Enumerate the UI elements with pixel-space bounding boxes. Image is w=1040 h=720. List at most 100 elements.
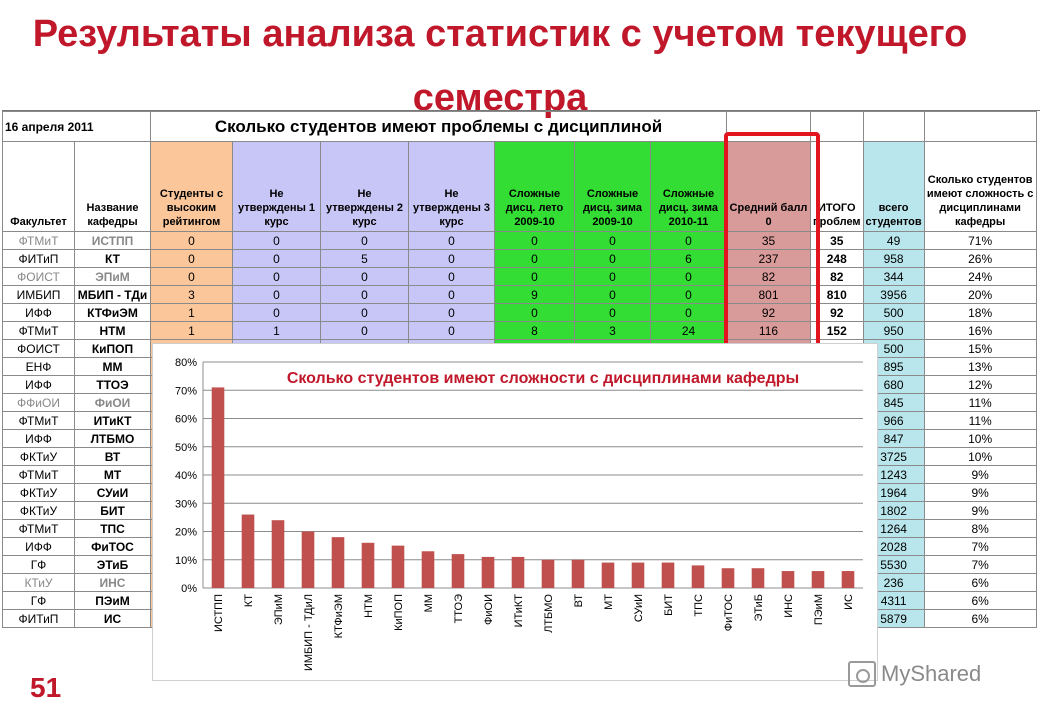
value-cell: 0	[494, 303, 575, 322]
value-cell: 10%	[923, 429, 1037, 448]
value-cell: 6%	[923, 591, 1037, 610]
value-cell: 0	[408, 267, 495, 286]
value-cell: 82	[726, 267, 811, 286]
value-cell: 236	[862, 573, 925, 592]
value-cell: 116	[726, 321, 811, 340]
logo-text: MyShared	[881, 661, 982, 686]
bar	[721, 568, 735, 588]
x-tick-label: ФиОИ	[483, 594, 495, 625]
column-header: Не утверждены 3 курс	[408, 141, 495, 232]
faculty-cell: ГФ	[2, 591, 75, 610]
value-cell: 0	[494, 267, 575, 286]
value-cell: 0	[232, 285, 321, 304]
department-cell: ВТ	[74, 447, 151, 466]
x-tick-label: НТМ	[363, 594, 375, 618]
table-row: ФТМиТ НТМ 1 1 0 0 8 3 24 116 152 950 16%	[2, 321, 1037, 340]
value-cell: 0	[574, 249, 651, 268]
value-cell: 6%	[923, 573, 1037, 592]
value-cell: 35	[726, 231, 811, 250]
department-cell: ТТОЭ	[74, 375, 151, 394]
department-cell: БИТ	[74, 501, 151, 520]
faculty-cell: ФФиОИ	[2, 393, 75, 412]
x-tick-label: КТ	[243, 594, 255, 607]
value-cell: 2028	[862, 537, 925, 556]
department-cell: ИНС	[74, 573, 151, 592]
value-cell: 16%	[923, 321, 1037, 340]
department-cell: ПЭиМ	[74, 591, 151, 610]
value-cell: 24%	[923, 267, 1037, 286]
column-header: Факультет	[2, 141, 75, 232]
column-header: Название кафедры	[74, 141, 151, 232]
x-tick-label: ТТОЭ	[453, 594, 465, 624]
bar	[331, 537, 345, 588]
value-cell: 35	[810, 231, 864, 250]
value-cell: 248	[810, 249, 864, 268]
logo: MyShared	[848, 658, 981, 690]
value-cell: 71%	[923, 231, 1037, 250]
table-banner: Сколько студентов имеют проблемы с дисци…	[150, 111, 727, 142]
value-cell: 0	[408, 303, 495, 322]
value-cell: 0	[574, 231, 651, 250]
faculty-cell: КТиУ	[2, 573, 75, 592]
bar	[481, 556, 495, 588]
value-cell: 845	[862, 393, 925, 412]
bar	[841, 571, 855, 588]
y-tick-label: 60%	[175, 414, 197, 426]
value-cell: 0	[320, 321, 409, 340]
empty-cell	[862, 111, 925, 142]
department-cell: КТФиЭМ	[74, 303, 151, 322]
value-cell: 958	[862, 249, 925, 268]
value-cell: 12%	[923, 375, 1037, 394]
department-cell: ММ	[74, 357, 151, 376]
x-tick-label: МТ	[603, 594, 615, 610]
value-cell: 0	[232, 231, 321, 250]
bar	[691, 565, 705, 588]
table-header-row: Факультет Название кафедры Студенты с высо…	[2, 141, 1037, 232]
faculty-cell: ИФФ	[2, 537, 75, 556]
bar	[541, 559, 555, 588]
department-cell: КиПОП	[74, 339, 151, 358]
y-tick-label: 80%	[175, 357, 197, 369]
bar	[601, 562, 615, 588]
column-header: Сложные дисц. зима 2009-10	[574, 141, 651, 232]
value-cell: 5	[320, 249, 409, 268]
column-header: всего студентов	[862, 141, 925, 232]
column-header: Студенты с высоким рейтингом	[150, 141, 233, 232]
bar	[571, 559, 585, 588]
column-header: Средний балл 0	[726, 141, 811, 232]
faculty-cell: ФТМиТ	[2, 321, 75, 340]
x-tick-label: СУиИ	[633, 594, 645, 622]
x-tick-label: КТФиЭМ	[333, 594, 345, 638]
table-row: ИФФ КТФиЭМ 1 0 0 0 0 0 0 92 92 500 18%	[2, 303, 1037, 322]
department-cell: ЭПиМ	[74, 267, 151, 286]
value-cell: 0	[574, 285, 651, 304]
value-cell: 10%	[923, 447, 1037, 466]
value-cell: 1	[150, 303, 233, 322]
bar	[451, 554, 465, 588]
value-cell: 0	[232, 267, 321, 286]
department-cell: МБИП - ТДи	[74, 285, 151, 304]
x-tick-label: ЭПиМ	[273, 594, 285, 625]
value-cell: 8%	[923, 519, 1037, 538]
value-cell: 0	[320, 231, 409, 250]
chart-canvas: 0% 10% 20% 30% 40% 50% 60% 70% 80% ИСТПП КТ ЭПиМ ИМБ…	[175, 357, 863, 671]
value-cell: 0	[494, 231, 575, 250]
department-cell: ЛТБМО	[74, 429, 151, 448]
x-tick-label: ИС	[843, 594, 855, 610]
value-cell: 5879	[862, 609, 925, 628]
bar	[271, 520, 285, 588]
value-cell: 0	[650, 231, 727, 250]
x-tick-label: КиПОП	[393, 594, 405, 631]
value-cell: 0	[408, 285, 495, 304]
department-cell: ИТиКТ	[74, 411, 151, 430]
column-header: Не утверждены 1 курс	[232, 141, 321, 232]
y-tick-label: 10%	[175, 555, 197, 567]
bar	[661, 562, 675, 588]
x-tick-label: ИТиКТ	[513, 594, 525, 628]
department-cell: ТПС	[74, 519, 151, 538]
slide-title: Результаты анализа статистик с учетом те…	[32, 13, 968, 119]
value-cell: 13%	[923, 357, 1037, 376]
x-tick-label: ВТ	[573, 594, 585, 608]
value-cell: 49	[862, 231, 925, 250]
table-row: ФИТиП КТ 0 0 5 0 0 0 6 237 248 958 26%	[2, 249, 1037, 268]
